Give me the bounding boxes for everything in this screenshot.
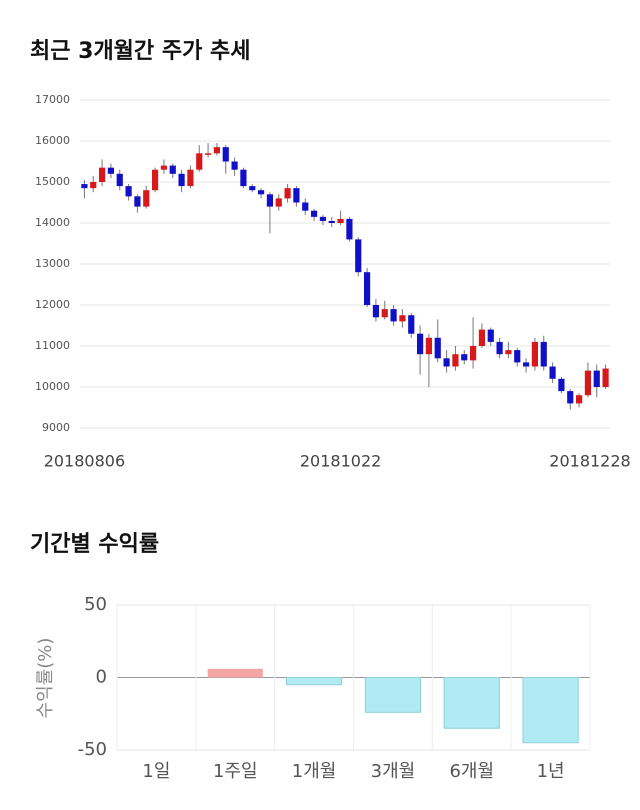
candle-body	[328, 220, 335, 223]
candle-body	[558, 378, 565, 392]
candle-body	[337, 218, 344, 223]
candle-body	[425, 337, 433, 355]
chart-title: 기간별 수익률	[30, 532, 159, 557]
candle-body	[346, 218, 353, 240]
bar	[522, 677, 579, 744]
candle-body	[478, 329, 486, 346]
candle-body	[399, 315, 406, 322]
y-tick-label: 15000	[35, 175, 70, 188]
candle-body	[390, 309, 397, 322]
x-tick-label: 1주일	[213, 761, 258, 782]
candle-body	[381, 309, 388, 318]
y-tick-label: 10000	[35, 380, 70, 393]
candle-body	[204, 153, 212, 155]
candle-body	[487, 329, 494, 342]
y-tick-label: 16000	[35, 134, 70, 147]
candle-body	[602, 368, 609, 387]
x-tick-label: 20181022	[300, 452, 381, 471]
y-tick-label: 17000	[35, 93, 70, 106]
candle-body	[434, 337, 441, 359]
candle-body	[469, 346, 477, 361]
candle-body	[196, 153, 203, 170]
candle-body	[169, 165, 176, 174]
candle-body	[125, 186, 132, 197]
chart-title: 최근 3개월간 주가 추세	[30, 39, 250, 64]
candle-body	[284, 188, 291, 199]
candle-body	[584, 370, 592, 396]
x-tick-label: 3개월	[371, 761, 416, 782]
candle-body	[567, 391, 574, 404]
candle-body	[443, 358, 450, 367]
candle-body	[355, 239, 362, 273]
candle-body	[593, 370, 600, 387]
candle-body	[107, 167, 115, 174]
bar	[364, 677, 422, 713]
candle-body	[496, 341, 503, 355]
candle-body	[310, 210, 318, 217]
candle-body	[116, 173, 123, 187]
candle-body	[514, 350, 521, 363]
candle-body	[275, 198, 282, 207]
x-tick-label: 1일	[142, 761, 170, 782]
y-tick-label: 11000	[35, 339, 70, 352]
candle-body	[81, 184, 88, 189]
bar	[443, 677, 500, 729]
x-tick-label: 1개월	[292, 761, 337, 782]
y-tick-label: 0	[96, 667, 107, 688]
x-tick-label: 1년	[537, 761, 565, 782]
candle-body	[151, 169, 159, 191]
y-tick-label: -50	[78, 739, 107, 760]
candle-body	[160, 165, 168, 170]
candle-body	[293, 188, 300, 203]
y-tick-label: 9000	[42, 421, 70, 434]
bar	[207, 668, 263, 678]
candle-body	[452, 354, 459, 367]
y-tick-label: 14000	[35, 216, 70, 229]
candle-body	[213, 147, 221, 154]
bar	[285, 677, 343, 686]
y-tick-label: 12000	[35, 298, 70, 311]
candle-body	[178, 173, 185, 187]
candle-body	[540, 341, 547, 367]
candle-body	[231, 161, 238, 170]
candle-body	[134, 196, 141, 207]
candle-body	[257, 190, 265, 195]
candle-body	[408, 315, 415, 334]
candle-body	[240, 169, 247, 187]
candle-body	[575, 395, 583, 404]
candle-body	[531, 341, 539, 367]
x-tick-label: 6개월	[449, 761, 494, 782]
candle-body	[363, 272, 371, 305]
candle-body	[90, 182, 97, 189]
candle-body	[302, 202, 309, 211]
candle-body	[143, 190, 150, 207]
candle-body	[222, 147, 229, 162]
candle-body	[372, 305, 380, 318]
x-tick-label: 20180806	[44, 452, 125, 471]
candle-body	[266, 194, 274, 207]
x-tick-label: 20181228	[549, 452, 630, 471]
candle-body	[549, 366, 556, 379]
candle-body	[522, 362, 530, 367]
candle-body	[416, 333, 424, 355]
candle-body	[319, 216, 327, 221]
candle-body	[505, 350, 512, 355]
y-tick-label: 50	[84, 594, 107, 615]
candle-body	[461, 354, 468, 361]
candle-body	[187, 169, 194, 187]
candle-body	[249, 186, 256, 191]
candle-body	[98, 167, 106, 182]
y-tick-label: 13000	[35, 257, 70, 270]
y-axis-label: 수익률(%)	[35, 638, 56, 719]
